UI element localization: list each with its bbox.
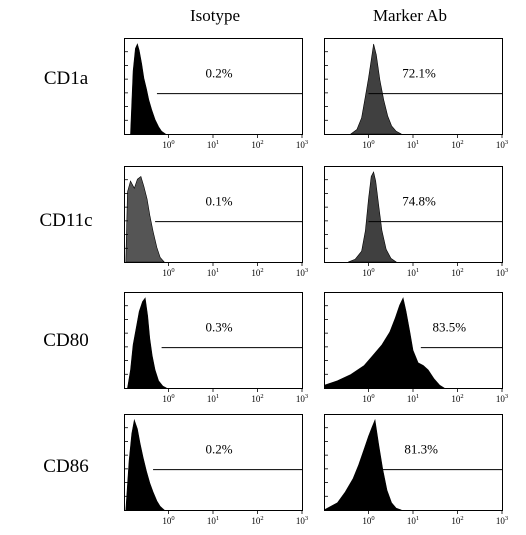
row-label-cd86: CD86 bbox=[43, 456, 89, 477]
histogram-area bbox=[349, 43, 402, 135]
histogram-panel-cd11c-marker-ab: 100 101 102 103 74.8% bbox=[324, 166, 516, 287]
x-tick-label: 100 bbox=[162, 393, 174, 404]
histogram-area bbox=[348, 171, 398, 263]
histogram-cd11c-isotype: 100 101 102 103 0.1% bbox=[124, 166, 308, 278]
histogram-panel-cd1a-isotype: 100 101 102 103 0.2% bbox=[124, 38, 316, 159]
histogram-area bbox=[125, 175, 165, 263]
x-tick-label: 103 bbox=[296, 139, 308, 150]
histogram-panel-cd86-isotype: 100 101 102 103 0.2% bbox=[124, 414, 316, 535]
x-tick-label: 100 bbox=[162, 139, 174, 150]
histogram-cd86-isotype: 100 101 102 103 0.2% bbox=[124, 414, 308, 526]
x-tick-label: 103 bbox=[296, 267, 308, 278]
x-tick-label: 102 bbox=[451, 267, 463, 278]
histogram-cd1a-isotype: 100 101 102 103 0.2% bbox=[124, 38, 308, 150]
gate-percent-label: 83.5% bbox=[432, 320, 466, 335]
gate-percent-label: 81.3% bbox=[404, 442, 438, 457]
histogram-panel-cd11c-isotype: 100 101 102 103 0.1% bbox=[124, 166, 316, 287]
plot-frame bbox=[324, 292, 503, 389]
gate-percent-label: 0.2% bbox=[205, 442, 232, 457]
x-tick-label: 101 bbox=[407, 139, 419, 150]
x-tick-label: 101 bbox=[407, 393, 419, 404]
histogram-area bbox=[130, 43, 167, 135]
histogram-panel-cd80-isotype: 100 101 102 103 0.3% bbox=[124, 292, 316, 413]
histogram-area bbox=[127, 297, 167, 389]
row-label-cd1a: CD1a bbox=[43, 68, 89, 89]
x-tick-label: 101 bbox=[207, 393, 219, 404]
gate-percent-label: 0.2% bbox=[205, 66, 232, 81]
histogram-area bbox=[125, 418, 165, 511]
plot-frame bbox=[124, 414, 303, 511]
x-tick-label: 100 bbox=[362, 267, 374, 278]
x-tick-label: 102 bbox=[451, 393, 463, 404]
x-tick-label: 101 bbox=[407, 267, 419, 278]
x-tick-label: 103 bbox=[296, 393, 308, 404]
gate-percent-label: 0.3% bbox=[205, 320, 232, 335]
x-tick-label: 102 bbox=[251, 267, 263, 278]
x-tick-label: 100 bbox=[362, 393, 374, 404]
x-tick-label: 103 bbox=[496, 267, 508, 278]
x-tick-label: 100 bbox=[362, 139, 374, 150]
x-tick-label: 100 bbox=[162, 267, 174, 278]
x-tick-label: 103 bbox=[296, 515, 308, 526]
histogram-cd80-marker-ab: 100 101 102 103 83.5% bbox=[323, 292, 508, 404]
gate-percent-label: 72.1% bbox=[402, 66, 436, 81]
histogram-panel-cd80-marker-ab: 100 101 102 103 83.5% bbox=[323, 292, 516, 413]
gate-percent-label: 74.8% bbox=[402, 194, 436, 209]
row-label-cd11c: CD11c bbox=[39, 210, 93, 231]
x-tick-label: 102 bbox=[451, 515, 463, 526]
x-tick-label: 102 bbox=[251, 515, 263, 526]
x-tick-label: 102 bbox=[451, 139, 463, 150]
gate-percent-label: 0.1% bbox=[205, 194, 232, 209]
x-tick-label: 103 bbox=[496, 515, 508, 526]
histogram-panel-cd86-marker-ab: 100 101 102 103 81.3% bbox=[323, 414, 516, 535]
x-tick-label: 102 bbox=[251, 393, 263, 404]
histogram-cd80-isotype: 100 101 102 103 0.3% bbox=[124, 292, 308, 404]
x-tick-label: 102 bbox=[251, 139, 263, 150]
x-tick-label: 103 bbox=[496, 139, 508, 150]
histogram-cd11c-marker-ab: 100 101 102 103 74.8% bbox=[324, 166, 508, 278]
x-tick-label: 101 bbox=[407, 515, 419, 526]
column-header-isotype: Isotype bbox=[189, 6, 241, 25]
histogram-cd86-marker-ab: 100 101 102 103 81.3% bbox=[323, 414, 508, 526]
plot-frame bbox=[124, 166, 303, 263]
x-tick-label: 100 bbox=[162, 515, 174, 526]
x-tick-label: 101 bbox=[207, 267, 219, 278]
plot-frame bbox=[324, 414, 503, 511]
histogram-cd1a-marker-ab: 100 101 102 103 72.1% bbox=[324, 38, 508, 150]
x-tick-label: 103 bbox=[496, 393, 508, 404]
x-tick-label: 101 bbox=[207, 139, 219, 150]
column-header-marker-ab: Marker Ab bbox=[372, 6, 448, 25]
plot-frame bbox=[124, 38, 303, 135]
histogram-area bbox=[323, 297, 446, 389]
x-tick-label: 100 bbox=[362, 515, 374, 526]
plot-frame bbox=[124, 292, 303, 389]
row-label-cd80: CD80 bbox=[43, 330, 89, 351]
histogram-area bbox=[323, 418, 402, 511]
x-tick-label: 101 bbox=[207, 515, 219, 526]
histogram-panel-cd1a-marker-ab: 100 101 102 103 72.1% bbox=[324, 38, 516, 159]
plot-frame bbox=[324, 38, 503, 135]
plot-frame bbox=[324, 166, 503, 263]
